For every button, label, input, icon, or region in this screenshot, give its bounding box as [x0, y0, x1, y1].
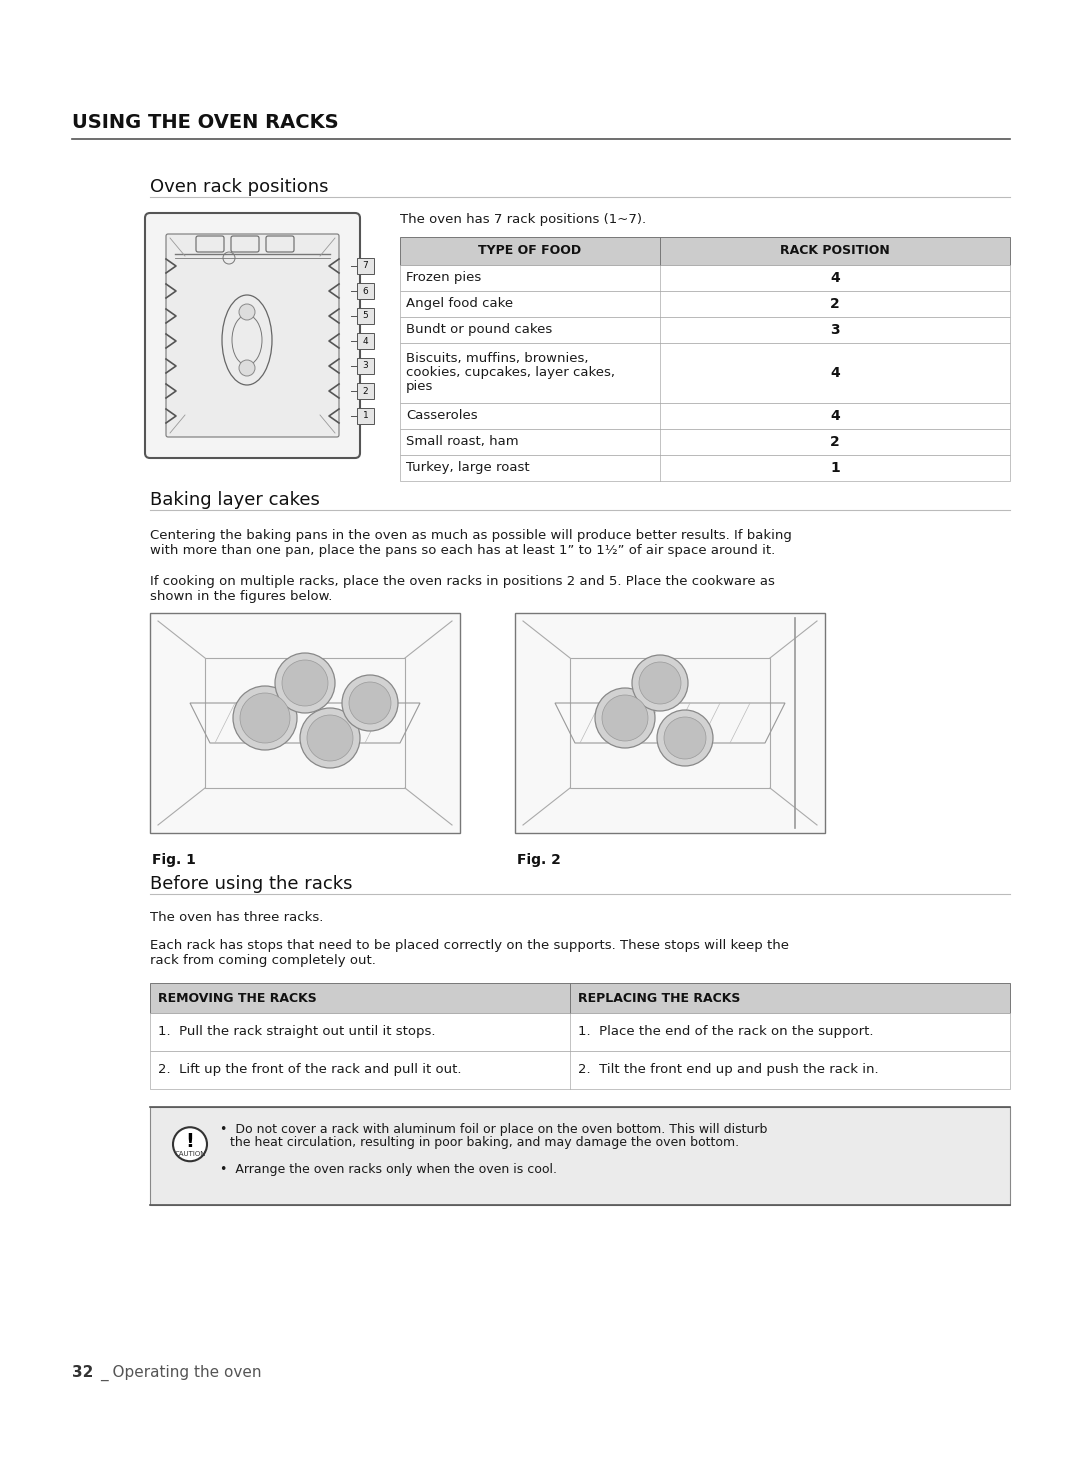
Bar: [400, 343, 1010, 403]
Text: The oven has three racks.: The oven has three racks.: [150, 911, 323, 924]
Text: Oven rack positions: Oven rack positions: [150, 178, 328, 196]
Text: Before using the racks: Before using the racks: [150, 875, 352, 893]
Bar: [150, 1106, 1010, 1206]
Bar: [515, 612, 825, 833]
Bar: [357, 258, 374, 274]
Text: 2: 2: [831, 435, 840, 449]
Text: Turkey, large roast: Turkey, large roast: [406, 461, 529, 475]
Bar: [400, 429, 1010, 455]
Bar: [150, 612, 460, 833]
Bar: [400, 317, 1010, 343]
Bar: [150, 1051, 1010, 1089]
FancyBboxPatch shape: [145, 214, 360, 458]
Text: TYPE OF FOOD: TYPE OF FOOD: [478, 245, 581, 258]
Bar: [357, 308, 374, 323]
Text: REMOVING THE RACKS: REMOVING THE RACKS: [158, 992, 316, 1004]
Bar: [400, 291, 1010, 317]
Text: 2: 2: [831, 297, 840, 311]
Text: Angel food cake: Angel food cake: [406, 297, 513, 310]
Circle shape: [307, 715, 353, 761]
Bar: [400, 265, 1010, 291]
Bar: [357, 334, 374, 349]
Text: 5: 5: [363, 311, 368, 320]
Circle shape: [300, 707, 360, 768]
Circle shape: [349, 682, 391, 724]
Text: Biscuits, muffins, brownies,: Biscuits, muffins, brownies,: [406, 351, 589, 365]
Bar: [570, 658, 770, 787]
Text: !: !: [186, 1132, 194, 1151]
Bar: [150, 1013, 1010, 1051]
Text: 2: 2: [363, 387, 368, 396]
Text: 4: 4: [831, 271, 840, 285]
Text: cookies, cupcakes, layer cakes,: cookies, cupcakes, layer cakes,: [406, 366, 615, 380]
Circle shape: [173, 1127, 207, 1161]
Circle shape: [657, 710, 713, 767]
Text: Each rack has stops that need to be placed correctly on the supports. These stop: Each rack has stops that need to be plac…: [150, 939, 789, 967]
Text: Bundt or pound cakes: Bundt or pound cakes: [406, 323, 552, 337]
Text: 32: 32: [72, 1364, 93, 1381]
Text: 1.  Place the end of the rack on the support.: 1. Place the end of the rack on the supp…: [578, 1026, 874, 1038]
Bar: [400, 455, 1010, 480]
Text: USING THE OVEN RACKS: USING THE OVEN RACKS: [72, 113, 339, 132]
Text: 4: 4: [831, 366, 840, 380]
Text: 7: 7: [363, 261, 368, 270]
Text: Fig. 2: Fig. 2: [517, 853, 561, 868]
Text: •  Arrange the oven racks only when the oven is cool.: • Arrange the oven racks only when the o…: [220, 1163, 557, 1176]
Text: the heat circulation, resulting in poor baking, and may damage the oven bottom.: the heat circulation, resulting in poor …: [230, 1136, 739, 1149]
Text: Fig. 1: Fig. 1: [152, 853, 195, 868]
Text: RACK POSITION: RACK POSITION: [780, 245, 890, 258]
Text: 1.  Pull the rack straight out until it stops.: 1. Pull the rack straight out until it s…: [158, 1026, 435, 1038]
Text: CAUTION: CAUTION: [174, 1151, 206, 1157]
Circle shape: [233, 687, 297, 750]
Bar: [357, 408, 374, 424]
Bar: [357, 357, 374, 374]
Text: Centering the baking pans in the oven as much as possible will produce better re: Centering the baking pans in the oven as…: [150, 529, 792, 558]
Text: 2.  Tilt the front end up and push the rack in.: 2. Tilt the front end up and push the ra…: [578, 1063, 879, 1077]
Text: _ Operating the oven: _ Operating the oven: [100, 1364, 261, 1381]
Bar: [357, 283, 374, 300]
Circle shape: [239, 360, 255, 377]
Circle shape: [275, 653, 335, 713]
Text: 2.  Lift up the front of the rack and pull it out.: 2. Lift up the front of the rack and pul…: [158, 1063, 461, 1077]
Bar: [205, 658, 405, 787]
Text: pies: pies: [406, 380, 433, 393]
Circle shape: [282, 660, 328, 706]
Circle shape: [239, 304, 255, 320]
Circle shape: [595, 688, 654, 747]
Text: REPLACING THE RACKS: REPLACING THE RACKS: [578, 992, 741, 1004]
Circle shape: [664, 716, 706, 759]
Circle shape: [240, 693, 291, 743]
Text: 4: 4: [831, 409, 840, 423]
Bar: [400, 403, 1010, 429]
Text: If cooking on multiple racks, place the oven racks in positions 2 and 5. Place t: If cooking on multiple racks, place the …: [150, 575, 774, 604]
Text: •  Do not cover a rack with aluminum foil or place on the oven bottom. This will: • Do not cover a rack with aluminum foil…: [220, 1123, 768, 1136]
Text: 6: 6: [363, 286, 368, 295]
Circle shape: [342, 675, 399, 731]
Text: 1: 1: [363, 411, 368, 421]
Text: 3: 3: [831, 323, 840, 337]
Text: 4: 4: [363, 337, 368, 346]
Circle shape: [639, 661, 681, 704]
Text: Small roast, ham: Small roast, ham: [406, 435, 518, 448]
Circle shape: [602, 696, 648, 742]
Circle shape: [632, 655, 688, 710]
Text: Baking layer cakes: Baking layer cakes: [150, 491, 320, 509]
Bar: [400, 237, 1010, 265]
Text: Frozen pies: Frozen pies: [406, 271, 482, 285]
Text: The oven has 7 rack positions (1~7).: The oven has 7 rack positions (1~7).: [400, 214, 646, 225]
Text: 1: 1: [831, 461, 840, 475]
Text: Casseroles: Casseroles: [406, 409, 477, 423]
Bar: [150, 983, 1010, 1013]
Bar: [357, 383, 374, 399]
FancyBboxPatch shape: [166, 234, 339, 437]
Text: 3: 3: [363, 362, 368, 371]
